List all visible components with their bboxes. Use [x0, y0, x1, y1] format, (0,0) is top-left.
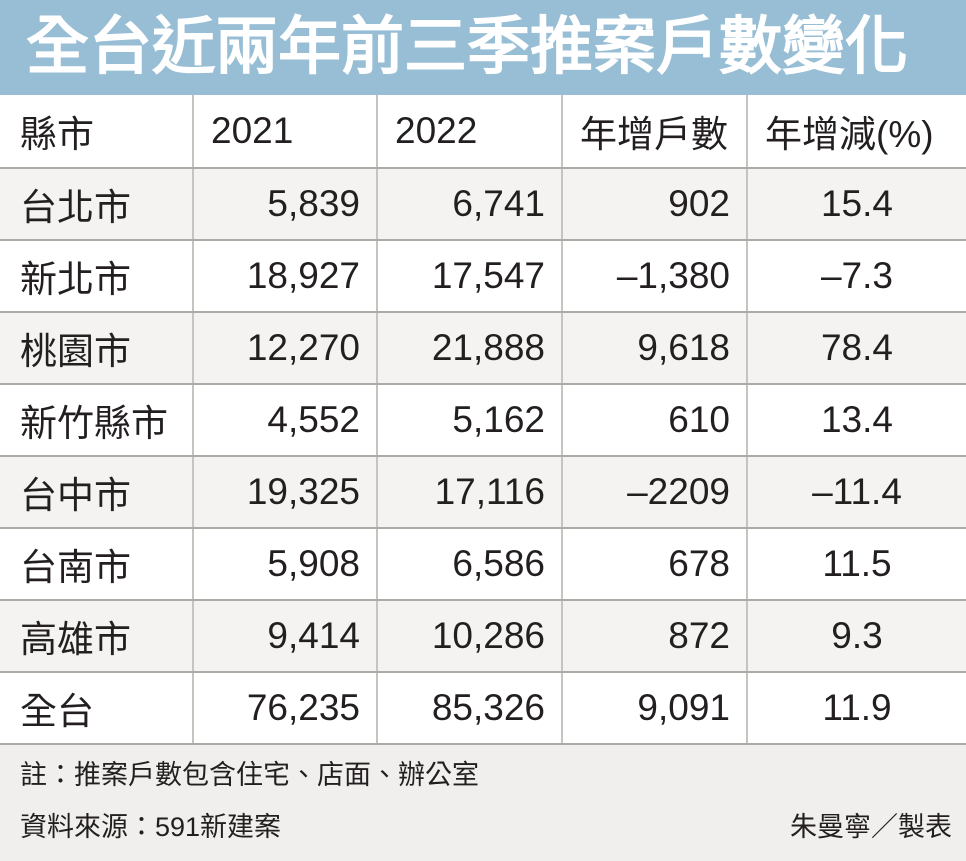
cell-value: 5,162: [377, 384, 563, 457]
column-header: 2022: [377, 95, 563, 169]
row-label: 台北市: [0, 168, 194, 241]
table-row: 台中市 19,325 17,116 –2209 –11.4: [0, 456, 966, 529]
page-title: 全台近兩年前三季推案戶數變化: [26, 12, 908, 82]
cell-value: 6,586: [377, 528, 563, 601]
cell-value: 78.4: [747, 312, 966, 385]
cell-value: 11.5: [747, 528, 966, 601]
cell-value: 872: [562, 600, 748, 673]
table-header-row: 縣市 2021 2022 年增戶數 年增減(%): [0, 95, 966, 169]
cell-value: 12,270: [193, 312, 378, 385]
cell-value: 5,839: [193, 168, 378, 241]
footer: 註：推案戶數包含住宅、店面、辦公室 資料來源：591新建案 朱曼寧／製表: [0, 745, 966, 861]
row-label: 新北市: [0, 240, 194, 313]
cell-value: –11.4: [747, 456, 966, 529]
cell-value: 9,414: [193, 600, 378, 673]
row-label: 新竹縣市: [0, 384, 194, 457]
cell-value: –2209: [562, 456, 748, 529]
row-label: 全台: [0, 672, 194, 745]
cell-value: 11.9: [747, 672, 966, 745]
cell-value: 17,547: [377, 240, 563, 313]
table-body: 台北市 5,839 6,741 902 15.4 新北市 18,927 17,547 –1,38…: [0, 168, 966, 745]
table-header: 縣市 2021 2022 年增戶數 年增減(%): [0, 95, 966, 169]
cell-value: 678: [562, 528, 748, 601]
footnote: 註：推案戶數包含住宅、店面、辦公室: [20, 760, 479, 790]
cell-value: 85,326: [377, 672, 563, 745]
column-header: 縣市: [0, 95, 194, 169]
table-row: 新竹縣市 4,552 5,162 610 13.4: [0, 384, 966, 457]
title-bar: 全台近兩年前三季推案戶數變化: [0, 0, 966, 95]
cell-value: 6,741: [377, 168, 563, 241]
cell-value: 21,888: [377, 312, 563, 385]
row-label: 台南市: [0, 528, 194, 601]
cell-value: 19,325: [193, 456, 378, 529]
column-header: 年增減(%): [747, 95, 966, 169]
column-header: 年增戶數: [562, 95, 748, 169]
table-row: 全台 76,235 85,326 9,091 11.9: [0, 672, 966, 745]
cell-value: 76,235: [193, 672, 378, 745]
cell-value: –1,380: [562, 240, 748, 313]
credit: 朱曼寧／製表: [790, 811, 952, 842]
row-label: 台中市: [0, 456, 194, 529]
cell-value: 13.4: [747, 384, 966, 457]
cell-value: 9.3: [747, 600, 966, 673]
table-row: 新北市 18,927 17,547 –1,380 –7.3: [0, 240, 966, 313]
cell-value: –7.3: [747, 240, 966, 313]
column-header: 2021: [193, 95, 378, 169]
housing-data-table: 縣市 2021 2022 年增戶數 年增減(%) 台北市 5,839 6,741 902 15.…: [0, 95, 966, 745]
data-source: 資料來源：591新建案: [20, 811, 282, 842]
cell-value: 9,618: [562, 312, 748, 385]
row-label: 桃園市: [0, 312, 194, 385]
cell-value: 17,116: [377, 456, 563, 529]
cell-value: 18,927: [193, 240, 378, 313]
cell-value: 9,091: [562, 672, 748, 745]
table-row: 台南市 5,908 6,586 678 11.5: [0, 528, 966, 601]
source-row: 資料來源：591新建案 朱曼寧／製表: [20, 811, 952, 843]
table-row: 台北市 5,839 6,741 902 15.4: [0, 168, 966, 241]
cell-value: 15.4: [747, 168, 966, 241]
cell-value: 4,552: [193, 384, 378, 457]
cell-value: 5,908: [193, 528, 378, 601]
cell-value: 610: [562, 384, 748, 457]
table-row: 桃園市 12,270 21,888 9,618 78.4: [0, 312, 966, 385]
cell-value: 10,286: [377, 600, 563, 673]
cell-value: 902: [562, 168, 748, 241]
table-row: 高雄市 9,414 10,286 872 9.3: [0, 600, 966, 673]
row-label: 高雄市: [0, 600, 194, 673]
